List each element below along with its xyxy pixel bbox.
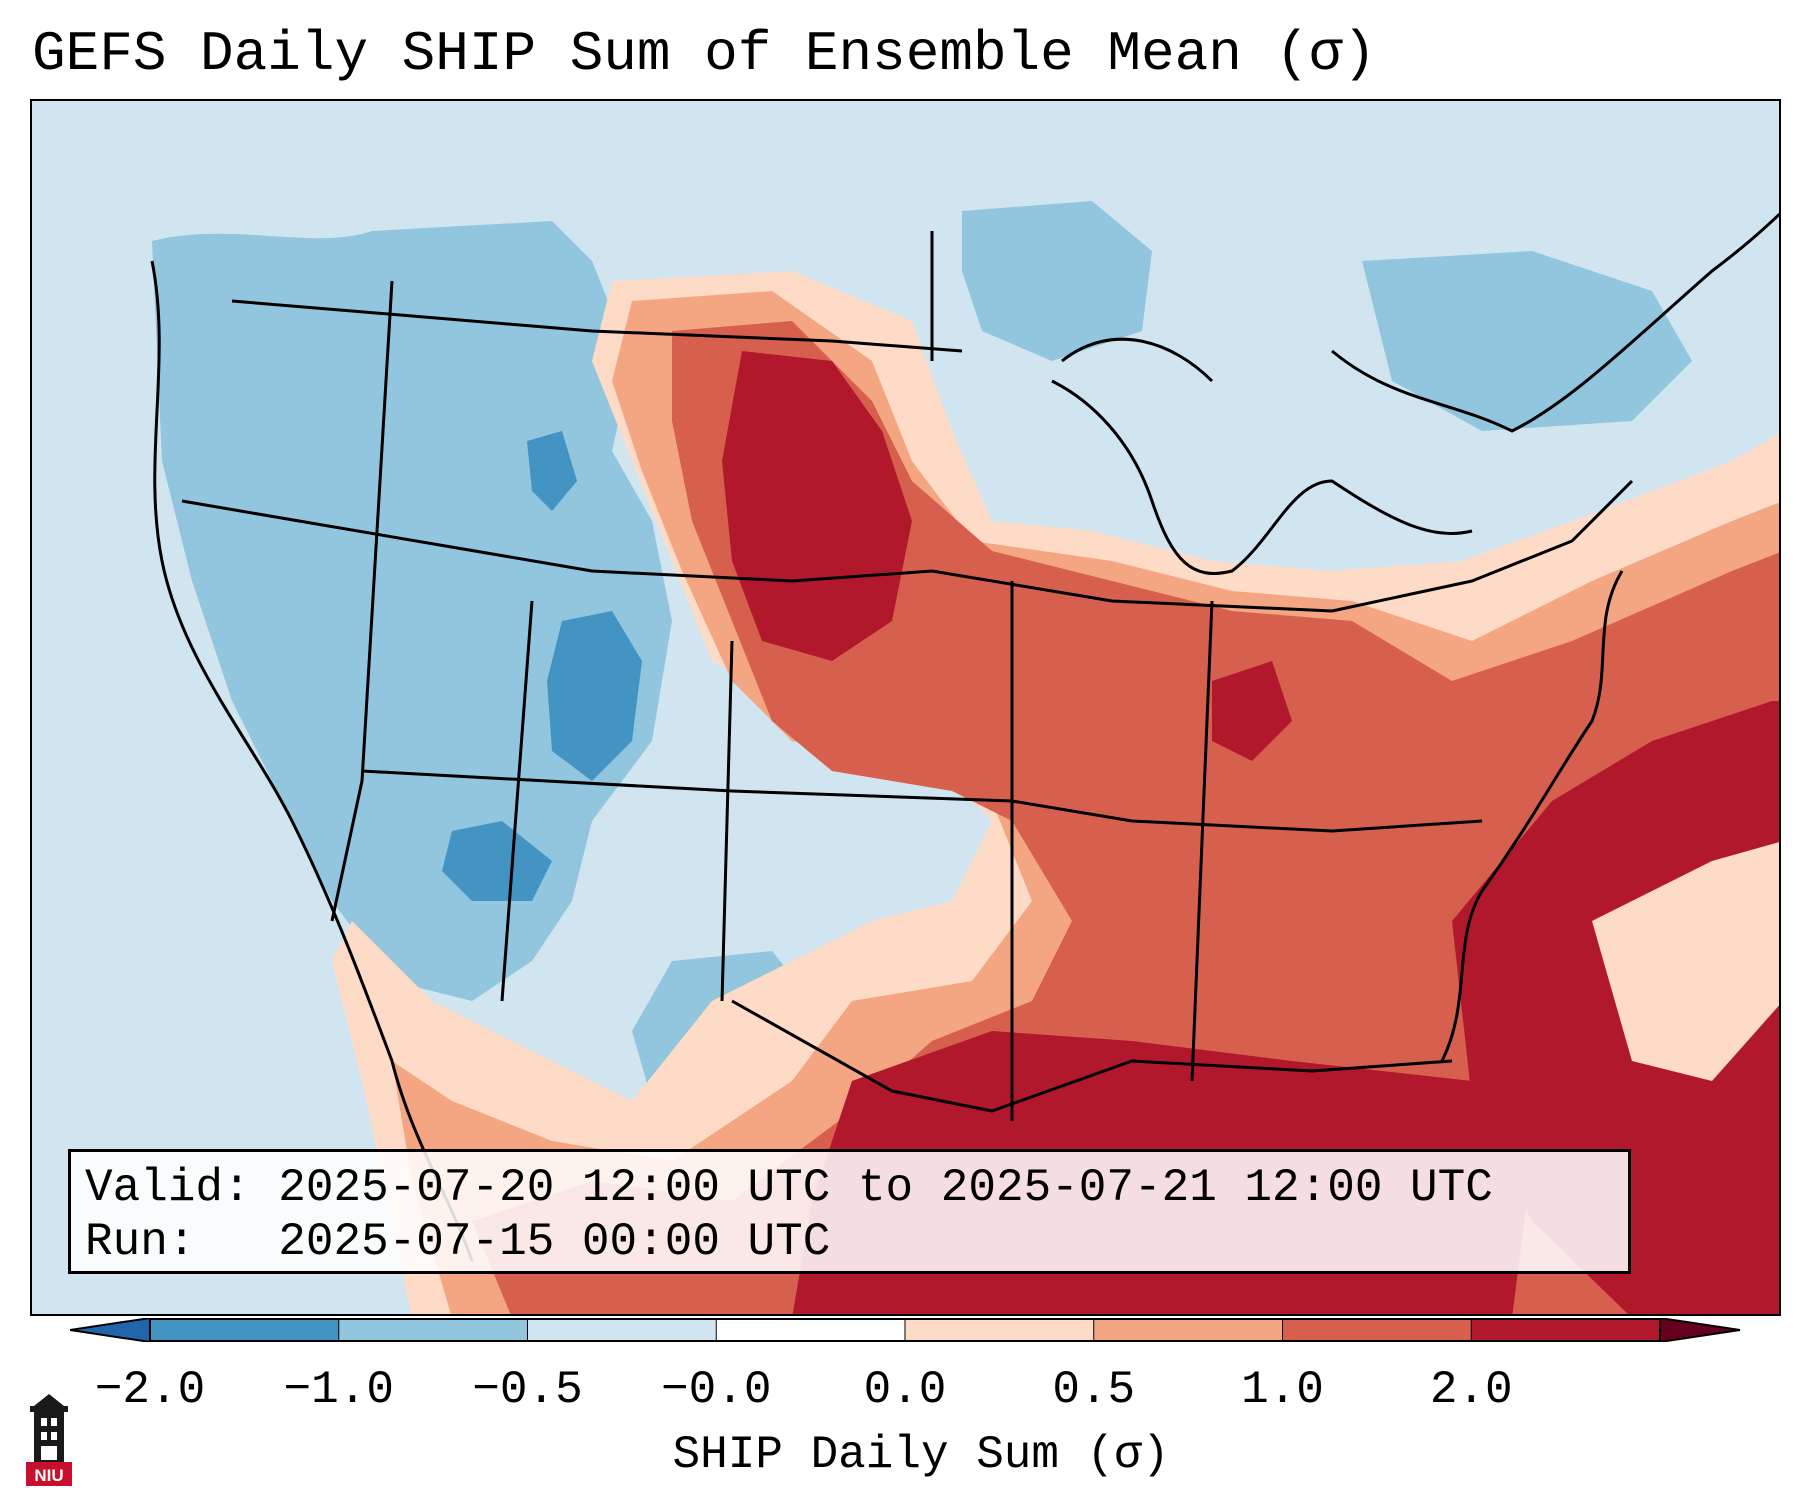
niu-tower-icon: NIU <box>26 1394 72 1486</box>
colorbar-bin <box>527 1318 717 1342</box>
colorbar-tick-label: 0.0 <box>863 1364 947 1416</box>
colorbar-bin <box>338 1318 528 1342</box>
colorbar-bin <box>1282 1318 1472 1342</box>
colorbar <box>70 1318 1741 1342</box>
colorbar-tick-label: 2.0 <box>1429 1364 1513 1416</box>
chart-title: GEFS Daily SHIP Sum of Ensemble Mean (σ) <box>32 22 1377 86</box>
run-line: Run: 2025-07-15 00:00 UTC <box>85 1216 830 1268</box>
colorbar-tick-label: 0.5 <box>1052 1364 1136 1416</box>
valid-value: 2025-07-20 12:00 UTC to 2025-07-21 12:00… <box>278 1162 1493 1214</box>
valid-line: Valid: 2025-07-20 12:00 UTC to 2025-07-2… <box>85 1162 1493 1214</box>
field-positive-anomalies <box>332 271 1779 1314</box>
colorbar-bin <box>1093 1318 1283 1342</box>
colorbar-bin <box>905 1318 1094 1342</box>
run-value: 2025-07-15 00:00 UTC <box>278 1216 831 1268</box>
colorbar-tick-label: −0.0 <box>661 1364 772 1416</box>
map-boundaries <box>150 212 1779 1262</box>
colorbar-label: SHIP Daily Sum (σ) <box>672 1429 1170 1481</box>
colorbar-tick-label: −0.5 <box>472 1364 583 1416</box>
colorbar-tick-label: 1.0 <box>1241 1364 1324 1416</box>
colorbar-bin <box>150 1318 339 1342</box>
map-panel: Valid: 2025-07-20 12:00 UTC to 2025-07-2… <box>30 99 1781 1316</box>
colorbar-tick-label: −2.0 <box>94 1364 206 1416</box>
valid-label: Valid: <box>85 1162 251 1214</box>
colorbar-tick-label: −1.0 <box>283 1364 394 1416</box>
colorbar-bin <box>716 1318 905 1342</box>
colorbar-over-arrow <box>1659 1318 1741 1342</box>
colorbar-bin <box>1471 1318 1660 1342</box>
logo-text: NIU <box>34 1466 63 1485</box>
run-label: Run: <box>85 1216 196 1268</box>
colorbar-under-arrow <box>70 1318 151 1342</box>
valid-time-box: Valid: 2025-07-20 12:00 UTC to 2025-07-2… <box>68 1149 1631 1274</box>
map-canvas <box>32 101 1779 1314</box>
